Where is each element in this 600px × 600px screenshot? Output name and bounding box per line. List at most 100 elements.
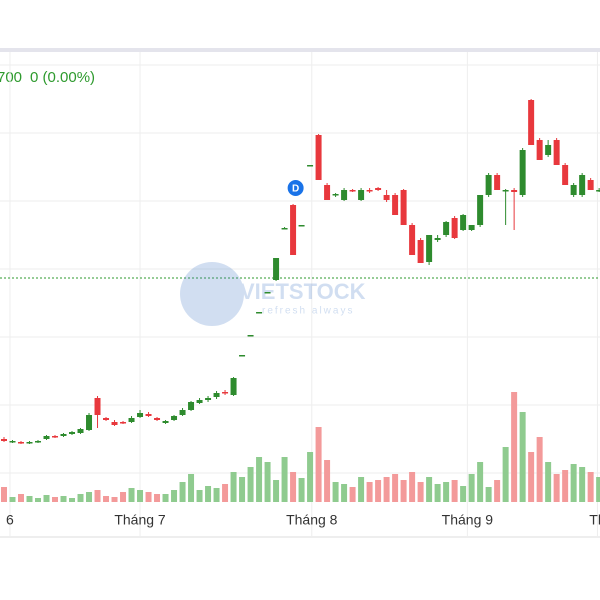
candle-body [426, 235, 433, 262]
candle-body [443, 222, 450, 235]
candle-body [154, 418, 161, 420]
candle-body [196, 400, 203, 403]
candle-body [171, 416, 178, 420]
x-tick-label: Tháng 7 [114, 512, 166, 528]
candle-body [519, 150, 526, 195]
candle-body [485, 175, 492, 195]
candle-body [179, 410, 186, 415]
candle-body [26, 442, 33, 444]
candle-body [451, 218, 458, 238]
candle-body [332, 194, 339, 196]
volume-bar [298, 478, 305, 502]
volume-bar [52, 497, 59, 502]
candle-body [383, 195, 390, 200]
volume-bar [349, 487, 356, 502]
volume-bar [587, 472, 594, 502]
candle-body [400, 190, 407, 225]
candle-body [103, 418, 110, 420]
candle-body [366, 190, 373, 192]
volume-bar [545, 462, 552, 502]
ref-label: 700 [0, 69, 22, 86]
volume-bar [528, 452, 535, 502]
volume-bar [256, 457, 263, 502]
candle-body [281, 228, 288, 230]
volume-bar [26, 496, 33, 502]
candle-body [256, 312, 263, 314]
candle-body [0, 439, 7, 441]
candle-body [587, 180, 594, 190]
candle-body [94, 398, 101, 415]
volume-bar [366, 482, 373, 502]
volume-bar [375, 480, 382, 502]
candle-body [43, 436, 50, 439]
volume-bar [281, 457, 288, 502]
candle-body [562, 165, 569, 185]
candle-body [120, 422, 127, 424]
candle-body [18, 442, 25, 444]
volume-bar [145, 492, 152, 502]
candle-body [128, 418, 135, 422]
volume-bar [222, 484, 229, 502]
candle-body [60, 434, 67, 436]
volume-bar [494, 480, 501, 502]
candle-body [341, 190, 348, 200]
volume-bar [69, 498, 76, 502]
volume-bar [120, 492, 127, 502]
volume-bar [137, 490, 144, 502]
watermark-sub: refresh always [262, 306, 354, 317]
volume-bar [315, 427, 322, 502]
candle-body [247, 335, 254, 337]
volume-bar [358, 477, 365, 502]
volume-bar [383, 477, 390, 502]
volume-bar [196, 490, 203, 502]
volume-bar [324, 460, 331, 502]
volume-bar [94, 490, 101, 502]
volume-bar [43, 495, 50, 502]
candle-body [69, 432, 76, 434]
candle-body [460, 215, 467, 230]
candle-body [86, 415, 93, 430]
volume-bar [570, 464, 577, 502]
watermark: VIETSTOCK refresh always [180, 262, 366, 326]
candle-body [145, 414, 152, 416]
candle-body [111, 422, 118, 425]
volume-bar [86, 492, 93, 502]
candle-body [188, 402, 195, 410]
candle-body [230, 378, 237, 395]
volume-bar [460, 486, 467, 502]
volume-bar [0, 487, 7, 502]
volume-bar [264, 462, 271, 502]
candle-body [358, 190, 365, 200]
candle-body [468, 225, 475, 230]
candle-body [273, 258, 280, 280]
candle-body [307, 165, 314, 167]
candle-body [298, 225, 305, 227]
watermark-logo [180, 262, 244, 326]
volume-bar [553, 474, 560, 502]
candle-body [502, 190, 509, 192]
volume-bar [9, 497, 16, 502]
volume-bar [247, 467, 254, 502]
candle-body [349, 190, 356, 192]
volume-bar [332, 482, 339, 502]
volume-bar [409, 472, 416, 502]
x-tick-label: 6 [6, 512, 14, 528]
candle-body [137, 413, 144, 417]
volume-bar [400, 480, 407, 502]
volume-bar [341, 484, 348, 502]
candle-body [52, 436, 59, 438]
volume-bar [562, 470, 569, 502]
volume-bar [511, 392, 518, 502]
volume-bar [417, 482, 424, 502]
event-marker-label: D [292, 184, 299, 195]
volume-bar [290, 472, 297, 502]
x-tick-label: Tháng 9 [442, 512, 494, 528]
volume-bar [171, 490, 178, 502]
candle-body [35, 441, 42, 443]
volume-bar [434, 484, 441, 502]
x-tick-label: Tháng 8 [286, 512, 338, 528]
watermark-text: VIETSTOCK [240, 279, 366, 304]
volume-bar [451, 480, 458, 502]
volume-bar [213, 488, 220, 502]
candle-body [545, 145, 552, 155]
